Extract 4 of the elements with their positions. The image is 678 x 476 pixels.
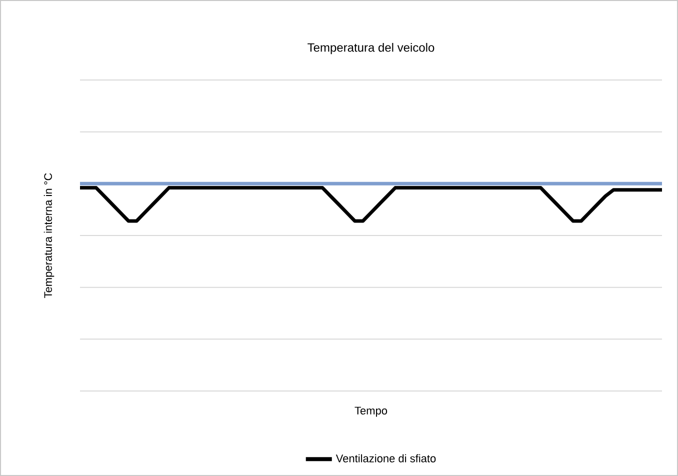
legend-label: Ventilazione di sfiato <box>336 454 436 462</box>
x-axis-title: Tempo <box>354 406 388 417</box>
y-axis-title: Temperatura interna in °C <box>44 173 54 298</box>
chart-title: Temperatura del veicolo <box>308 42 434 54</box>
